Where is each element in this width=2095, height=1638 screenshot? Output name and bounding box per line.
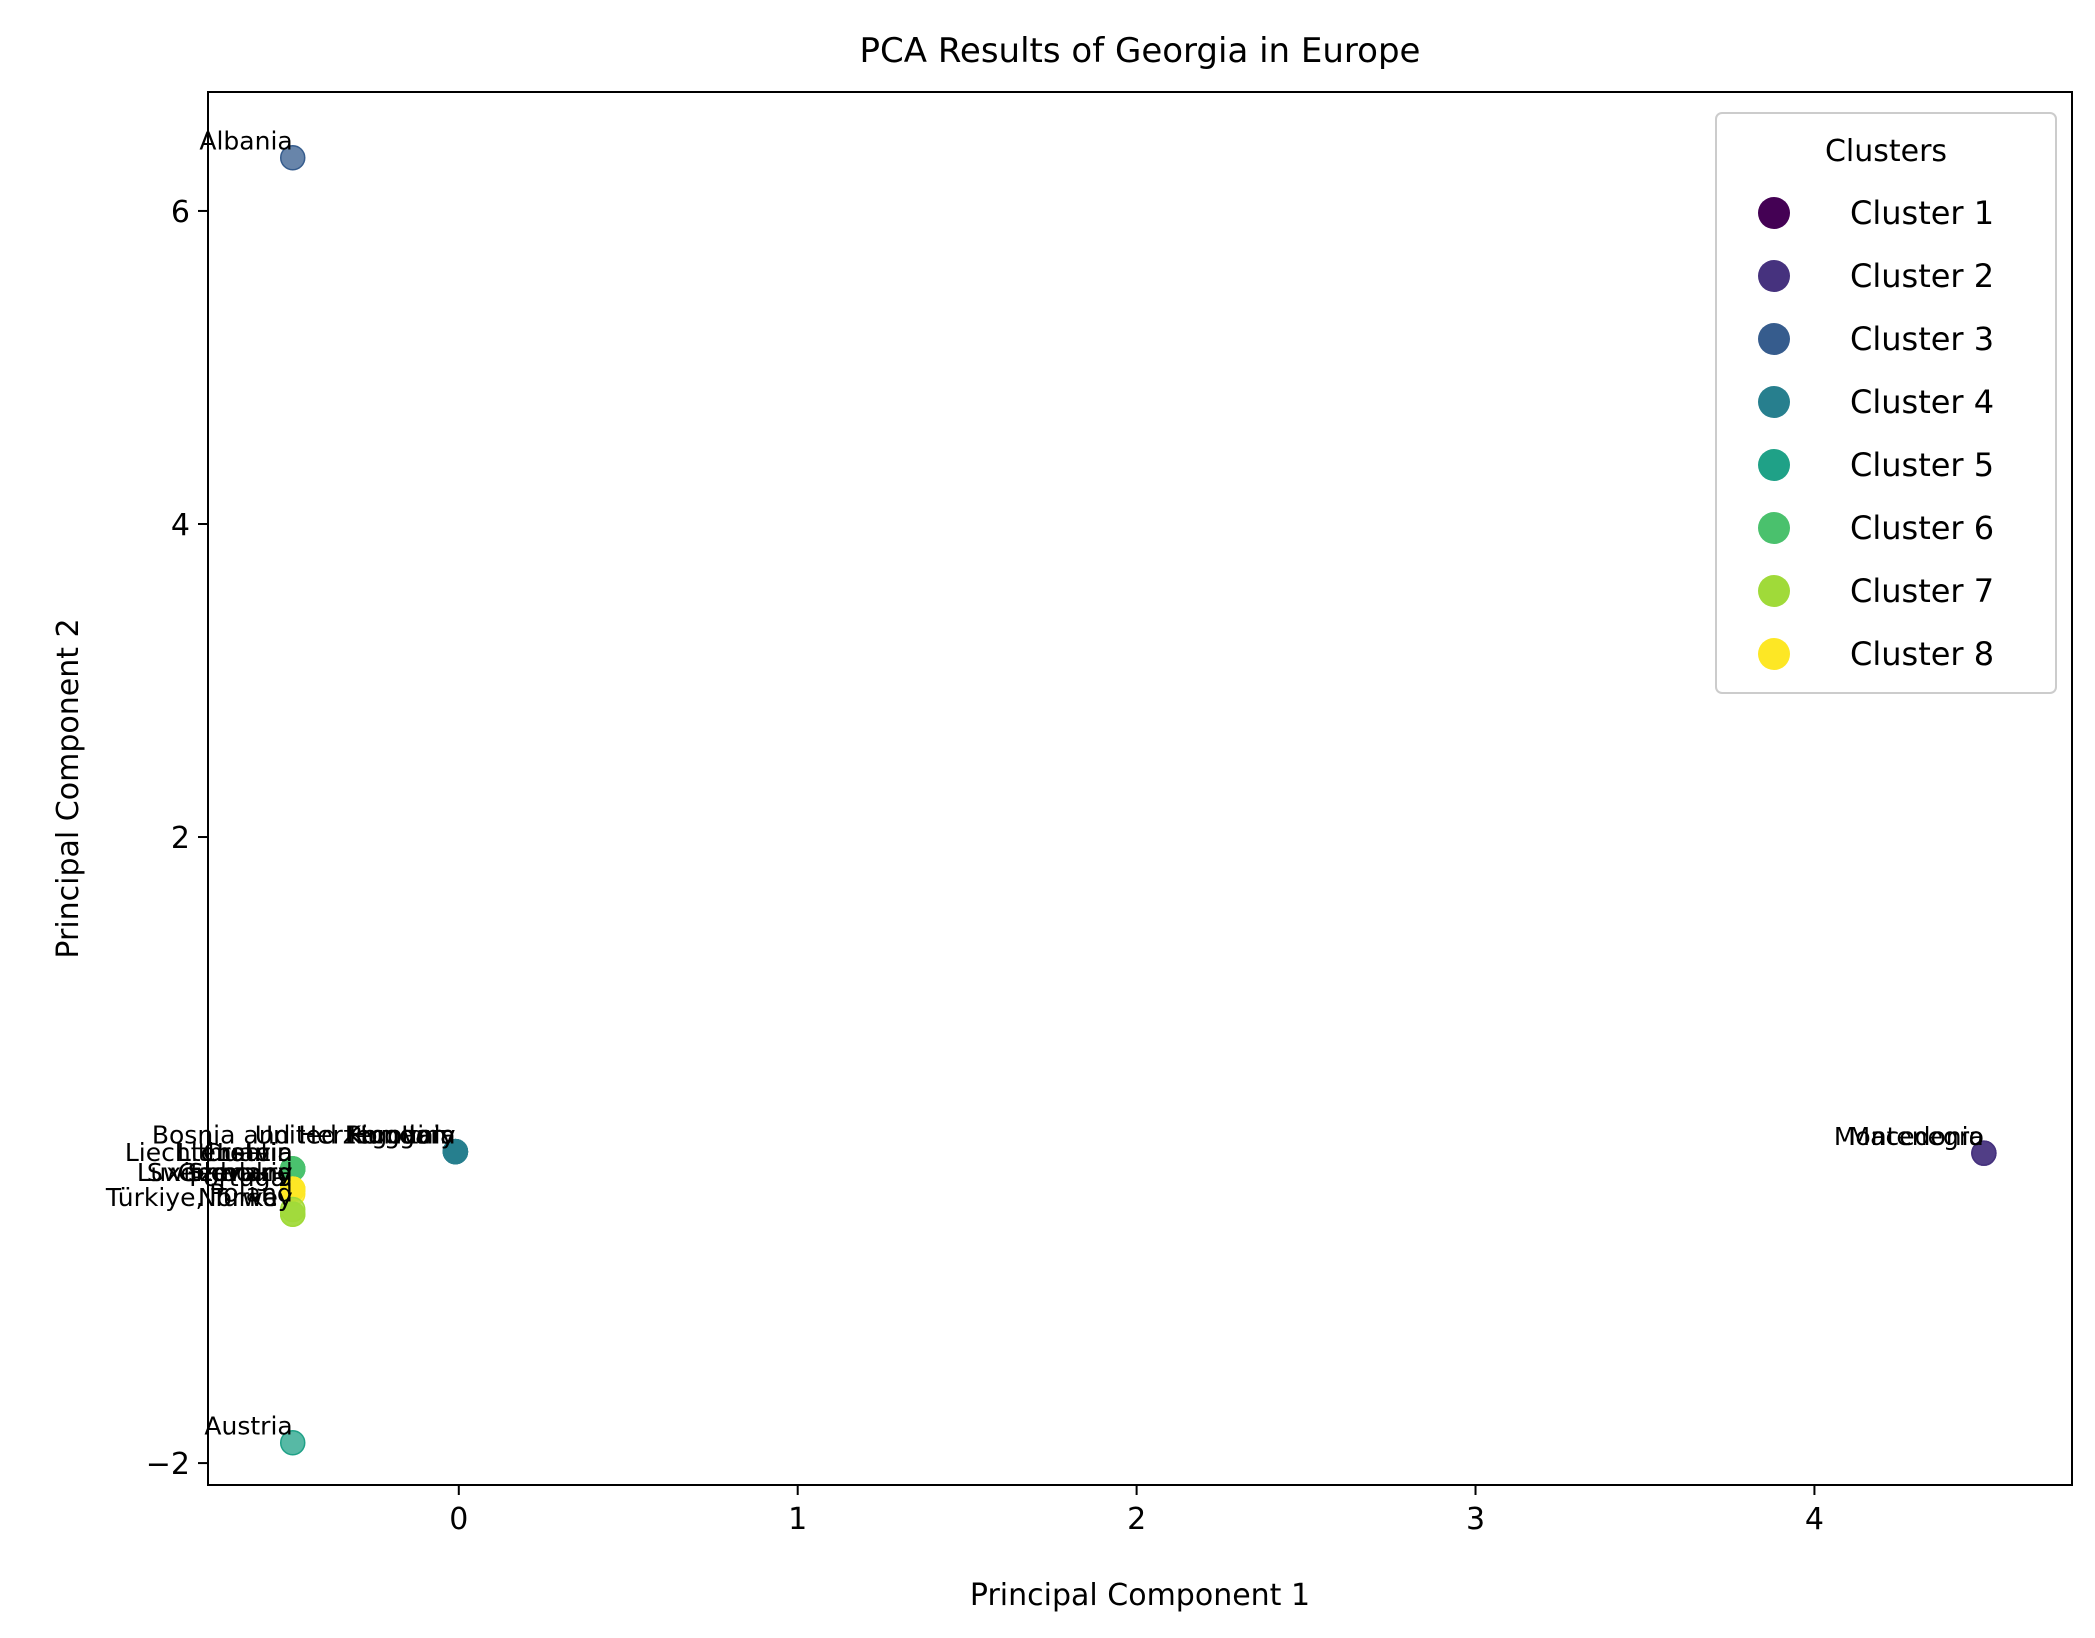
x-tick-label: 1 [788, 1502, 807, 1537]
y-axis-label: Principal Component 2 [51, 618, 86, 958]
point-label: Norway [198, 1183, 293, 1212]
legend-marker [1758, 260, 1790, 292]
point-label: Slovakia [188, 1158, 293, 1187]
data-point [279, 144, 306, 171]
legend-entry-label: Cluster 2 [1850, 257, 1994, 295]
point-label: Germany [178, 1158, 293, 1187]
point-label: Poland [209, 1179, 292, 1208]
legend-entry-label: Cluster 6 [1850, 509, 1994, 547]
legend-marker [1758, 386, 1790, 418]
point-label: Hungary [349, 1121, 456, 1150]
legend-marker [1758, 638, 1790, 670]
point-label: Portugal [189, 1163, 293, 1192]
point-label: Bosnia and Herzegovina [152, 1121, 456, 1150]
data-point [1971, 1140, 1997, 1166]
x-tick-label: 2 [1127, 1502, 1146, 1537]
point-label: Switzerland [147, 1158, 293, 1187]
legend-marker [1758, 323, 1790, 355]
point-label: Latvia [217, 1138, 293, 1167]
legend-entry-label: Cluster 1 [1850, 194, 1994, 232]
legend-entry-label: Cluster 3 [1850, 320, 1994, 358]
plot-area-frame [207, 91, 2073, 1486]
point-label: Albania [199, 127, 292, 156]
point-label: Macedonia [1849, 1122, 1984, 1151]
point-label: Montenegro [1834, 1122, 1984, 1151]
legend-entry-label: Cluster 7 [1850, 572, 1994, 610]
legend-marker [1758, 197, 1790, 229]
y-tick-label: 2 [171, 821, 190, 856]
x-axis-label: Principal Component 1 [970, 1578, 1310, 1613]
point-label: Luxembourg [137, 1158, 293, 1187]
x-tick-label: 4 [1805, 1502, 1824, 1537]
point-label: Austria [204, 1412, 292, 1441]
legend-marker [1758, 512, 1790, 544]
data-point [442, 1138, 469, 1165]
x-axis-ticks: 0 1 2 3 4 [449, 1485, 1824, 1537]
y-tick-label: 6 [171, 195, 190, 230]
legend-title: Clusters [1825, 134, 1947, 169]
points-layer [279, 144, 1997, 1456]
y-axis-ticks: −2 2 4 6 [146, 195, 208, 1482]
legend-entry-label: Cluster 5 [1850, 446, 1994, 484]
point-label: Italy [401, 1121, 455, 1150]
point-label: Croatia [203, 1138, 293, 1167]
y-tick-label: 4 [171, 508, 190, 543]
x-tick-label: 3 [1466, 1502, 1485, 1537]
legend-entry-label: Cluster 8 [1850, 635, 1994, 673]
point-label: Romania [346, 1121, 455, 1150]
chart-title: PCA Results of Georgia in Europe [860, 31, 1421, 71]
data-point [279, 1196, 306, 1223]
legend-marker [1758, 449, 1790, 481]
data-point [279, 1429, 306, 1456]
legend-marker [1758, 575, 1790, 607]
legend-entries: Cluster 1 Cluster 2 Cluster 3 Cluster 4 Clus… [1758, 194, 1994, 673]
point-label: Lithuania [177, 1138, 293, 1167]
legend-box [1715, 112, 2057, 694]
y-tick-label: −2 [146, 1447, 190, 1482]
point-label: Türkiye, Turkey [105, 1183, 293, 1212]
x-tick-label: 0 [449, 1502, 468, 1537]
point-label: United Kingdom [255, 1121, 456, 1150]
legend-entry-label: Cluster 4 [1850, 383, 1994, 421]
